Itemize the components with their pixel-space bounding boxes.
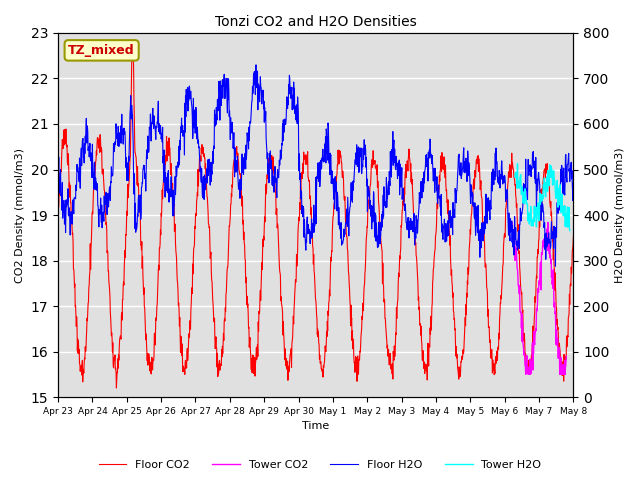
Floor CO2 [396,256,404,262]
Y-axis label: CO2 Density (mmol/m3): CO2 Density (mmol/m3) [15,147,25,283]
Floor CO2 [54,213,62,218]
Floor H2O [227,137,234,143]
Floor H2O [570,180,577,186]
Title: Tonzi CO2 and H2O Densities: Tonzi CO2 and H2O Densities [215,15,417,29]
Floor H2O [156,131,164,137]
Floor H2O [54,172,62,178]
Floor CO2 [170,198,177,204]
Floor CO2 [128,53,136,59]
Floor CO2 [570,234,577,240]
Tower CO2 [508,220,516,226]
Line: Tower CO2: Tower CO2 [512,222,566,374]
Floor H2O [552,264,559,269]
Line: Floor CO2: Floor CO2 [58,56,573,388]
Text: TZ_mixed: TZ_mixed [68,44,135,57]
Line: Tower H2O: Tower H2O [515,164,570,230]
Floor H2O [509,223,516,228]
Floor CO2 [509,164,516,169]
Floor CO2 [227,201,235,207]
Floor H2O [463,179,471,184]
Line: Floor H2O: Floor H2O [58,65,573,266]
Y-axis label: H2O Density (mmol/m3): H2O Density (mmol/m3) [615,147,625,283]
Legend: Floor CO2, Tower CO2, Floor H2O, Tower H2O: Floor CO2, Tower CO2, Floor H2O, Tower H… [94,456,546,474]
Floor H2O [169,213,177,219]
Floor CO2 [463,278,471,284]
Floor CO2 [157,232,164,238]
Floor CO2 [113,385,120,391]
Floor H2O [252,62,260,68]
Floor H2O [396,192,403,198]
X-axis label: Time: Time [302,421,330,432]
